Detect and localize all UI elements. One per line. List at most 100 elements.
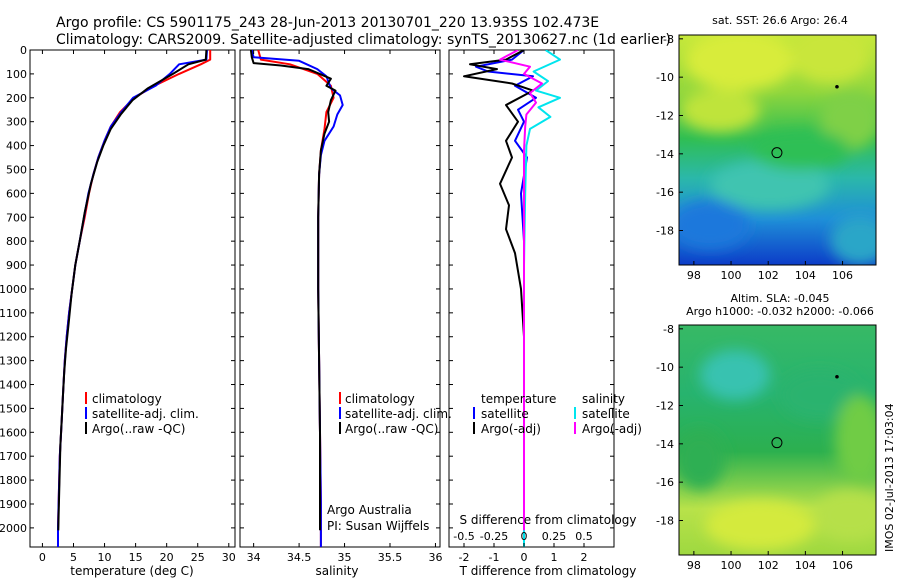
depth-tick-label: 900 xyxy=(6,259,27,272)
x-tick-label: 10 xyxy=(98,551,112,564)
x-tick-label: 35.5 xyxy=(378,551,403,564)
series-line-t-argo-adj- xyxy=(463,50,534,531)
sla-map-ticks: 98 100 102 104 106 -8 -10 -12 -14 -16 -18 xyxy=(656,323,853,572)
depth-tick-label: 600 xyxy=(6,187,27,200)
sst-map-title: sat. SST: 26.6 Argo: 26.4 xyxy=(712,14,848,27)
map-y-tick-label: -14 xyxy=(656,438,674,451)
difference-series xyxy=(463,50,561,547)
legend-label: satellite-adj. clim. xyxy=(345,407,452,421)
x-tick-label: -1 xyxy=(489,551,500,564)
sla-map-frame xyxy=(678,324,877,556)
series-line-satellite-adj-clim- xyxy=(57,50,208,547)
legend-label: climatology xyxy=(92,392,162,406)
legend-title-temperature: temperature xyxy=(481,392,556,406)
sla-map-field xyxy=(679,325,876,555)
x-tick-label: 36 xyxy=(428,551,442,564)
temperature-panel-frame xyxy=(29,49,236,548)
depth-tick-label: 1600 xyxy=(0,426,27,439)
legend-label: Argo(..raw -QC) xyxy=(345,422,438,436)
sla-map-subtitle: Argo h1000: -0.032 h2000: -0.066 xyxy=(686,305,874,318)
map-y-tick-label: -18 xyxy=(656,515,674,528)
temperature-series xyxy=(57,50,212,547)
map-y-tick-label: -16 xyxy=(656,186,674,199)
map-y-tick-label: -10 xyxy=(656,361,674,374)
map-y-tick-label: -16 xyxy=(656,476,674,489)
depth-tick-label: 100 xyxy=(6,68,27,81)
depth-tick-label: 1500 xyxy=(0,402,27,415)
salinity-series xyxy=(249,50,344,547)
series-line-argo-raw-qc- xyxy=(57,50,208,531)
depth-tick-label: 1000 xyxy=(0,283,27,296)
x-tick-label: 1 xyxy=(551,551,558,564)
sst-argo-location-marker xyxy=(771,147,783,159)
legend-label: satellite xyxy=(582,407,630,421)
x-tick-label: 35 xyxy=(338,551,352,564)
temperature-legend: climatology satellite-adj. clim. Argo(..… xyxy=(85,392,199,436)
sst-map-frame xyxy=(678,34,877,266)
sla-map-title: Altim. SLA: -0.045 xyxy=(730,292,829,305)
depth-axis: 0 100 200 300 400 500 600 700 800 900 1000 1100 1200… xyxy=(0,44,27,535)
sla-argo-location-marker xyxy=(771,437,783,449)
map-y-tick-label: -8 xyxy=(663,323,674,336)
legend-label: Argo(..raw -QC) xyxy=(92,422,185,436)
salinity-legend: climatology satellite-adj. clim. Argo(..… xyxy=(327,392,452,533)
map-y-tick-label: -12 xyxy=(656,110,674,123)
map-x-tick-label: 106 xyxy=(832,269,853,282)
top-x-tick-label: 0 xyxy=(521,530,528,543)
depth-tick-label: 0 xyxy=(20,44,27,57)
map-y-tick-label: -10 xyxy=(656,71,674,84)
x-tick-label: 34.5 xyxy=(287,551,312,564)
map-x-tick-label: 102 xyxy=(758,269,779,282)
x-tick-label: 20 xyxy=(160,551,174,564)
difference-top-xlabel: S difference from climatology xyxy=(460,513,637,527)
header-line-2: Climatology: CARS2009. Satellite-adjuste… xyxy=(56,32,671,48)
depth-tick-label: 800 xyxy=(6,235,27,248)
x-tick-label: 5 xyxy=(70,551,77,564)
sst-island-marker xyxy=(835,84,839,89)
depth-tick-label: 1900 xyxy=(0,498,27,511)
top-x-tick-label: 0.5 xyxy=(575,530,593,543)
sla-island-marker xyxy=(835,374,839,379)
map-x-tick-label: 98 xyxy=(687,559,701,572)
x-tick-label: -2 xyxy=(459,551,470,564)
x-tick-label: 0 xyxy=(39,551,46,564)
depth-tick-label: 200 xyxy=(6,92,27,105)
series-line-s-satellite xyxy=(523,50,561,547)
temperature-xlabel: temperature (deg C) xyxy=(70,564,193,578)
top-x-tick-label: 0.25 xyxy=(542,530,567,543)
x-tick-label: 15 xyxy=(129,551,143,564)
difference-xlabel: T difference from climatology xyxy=(459,564,637,578)
sst-map-field xyxy=(679,35,876,265)
map-y-tick-label: -8 xyxy=(663,33,674,46)
x-tick-label: 0 xyxy=(521,551,528,564)
series-line-argo-raw-qc- xyxy=(249,50,337,531)
pi-annotation: PI: Susan Wijffels xyxy=(327,519,429,533)
map-x-tick-label: 102 xyxy=(758,559,779,572)
depth-tick-label: 2000 xyxy=(0,522,27,535)
map-x-tick-label: 104 xyxy=(795,559,816,572)
map-x-tick-label: 98 xyxy=(687,269,701,282)
series-line-s-argo-adj- xyxy=(499,50,543,531)
axis-ticks: 0 5 10 15 20 25 30 34 34.5 35 35.5 36 -2 -1 0 1 2 -0.5 -0.… xyxy=(30,49,614,564)
x-tick-label: 25 xyxy=(191,551,205,564)
depth-tick-label: 1700 xyxy=(0,450,27,463)
legend-label: Argo(-adj) xyxy=(582,422,642,436)
series-line-climatology xyxy=(257,50,335,547)
depth-tick-label: 300 xyxy=(6,116,27,129)
depth-tick-label: 1800 xyxy=(0,474,27,487)
map-y-tick-label: -18 xyxy=(656,225,674,238)
top-x-tick-label: -0.5 xyxy=(453,530,474,543)
sst-map-ticks: 98 100 102 104 106 -8 -10 -12 -14 -16 -18 xyxy=(656,33,853,282)
x-tick-label: 34 xyxy=(247,551,261,564)
map-x-tick-label: 106 xyxy=(832,559,853,572)
depth-tick-label: 1200 xyxy=(0,331,27,344)
salinity-panel-frame xyxy=(239,49,441,548)
x-tick-label: 30 xyxy=(222,551,236,564)
header-line-1: Argo profile: CS 5901175_243 28-Jun-2013… xyxy=(56,15,599,31)
map-x-tick-label: 100 xyxy=(721,269,742,282)
imos-timestamp: IMOS 02-Jul-2013 17:03:04 xyxy=(883,403,896,552)
legend-label: satellite xyxy=(481,407,529,421)
map-x-tick-label: 104 xyxy=(795,269,816,282)
depth-tick-label: 700 xyxy=(6,211,27,224)
